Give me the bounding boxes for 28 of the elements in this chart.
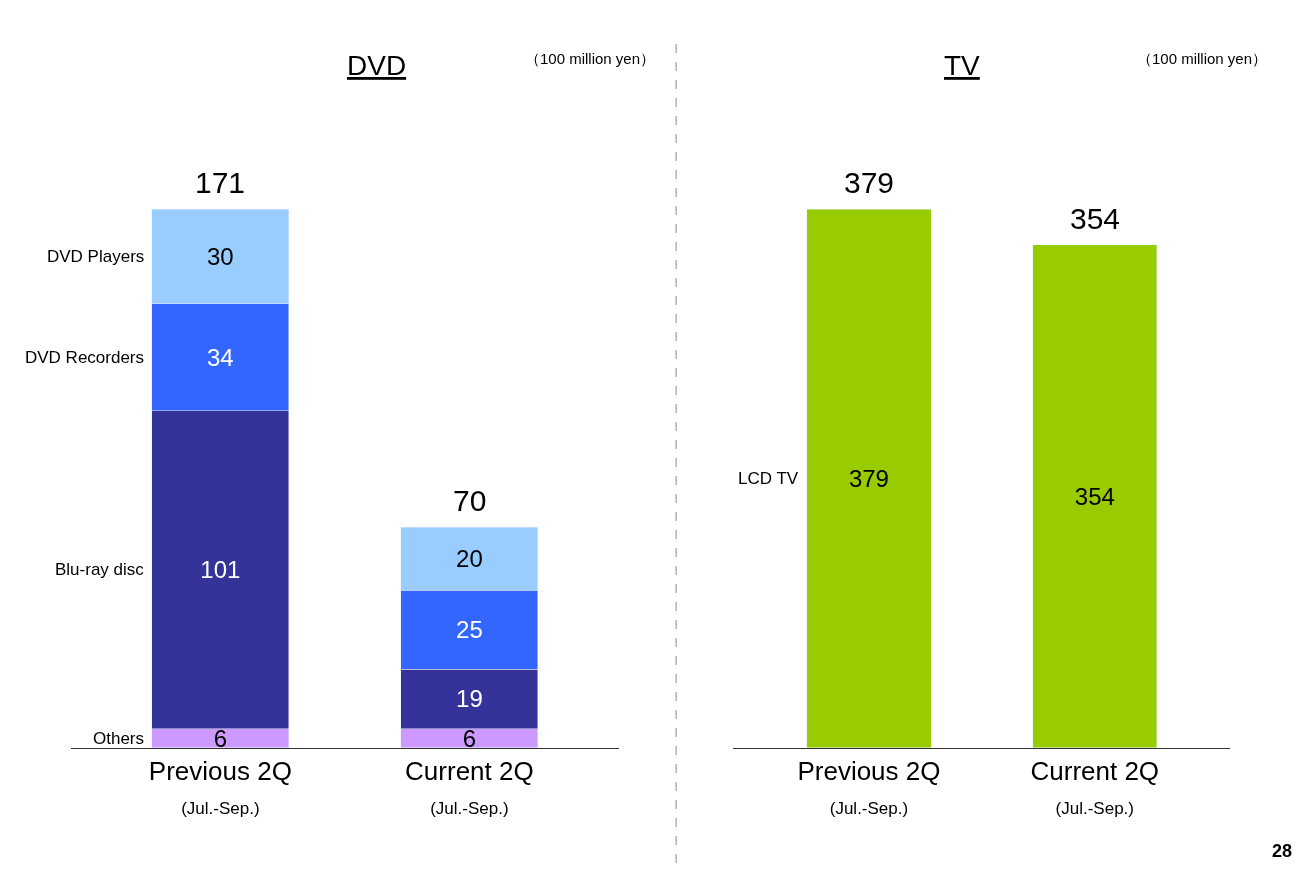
chart-title: DVD	[347, 50, 407, 81]
total-label: 379	[844, 166, 895, 199]
series-label: DVD Recorders	[25, 348, 145, 367]
data-label: 6	[213, 724, 228, 752]
chart-title: TV	[944, 50, 981, 81]
text: 28	[1272, 841, 1293, 861]
total-label: 70	[453, 484, 487, 517]
data-label: 30	[207, 243, 234, 271]
series-label: Others	[93, 729, 145, 748]
x-tick-label: Previous 2Q (Jul.-Sep.)	[797, 755, 941, 818]
data-label: 34	[207, 343, 234, 371]
data-label: 20	[456, 545, 483, 573]
series-label: LCD TV	[738, 469, 799, 488]
data-label: 379	[848, 465, 889, 493]
x-tick-label: Current 2Q (Jul.-Sep.)	[405, 755, 534, 818]
series-label: Blu-ray disc	[55, 560, 145, 579]
x-tick-label: Current 2Q (Jul.-Sep.)	[1030, 755, 1160, 818]
data-label: 25	[456, 616, 483, 644]
data-label: 101	[200, 556, 241, 584]
data-label: 354	[1074, 482, 1115, 510]
total-label: 354	[1070, 202, 1121, 235]
x-tick-label: Previous 2Q (Jul.-Sep.)	[148, 755, 292, 818]
total-label: 171	[195, 166, 246, 199]
series-label: DVD Players	[47, 247, 145, 266]
data-label: 6	[462, 724, 477, 752]
text: （100 million yen）	[525, 50, 656, 67]
data-label: 19	[456, 685, 483, 713]
text: （100 million yen）	[1137, 50, 1268, 67]
